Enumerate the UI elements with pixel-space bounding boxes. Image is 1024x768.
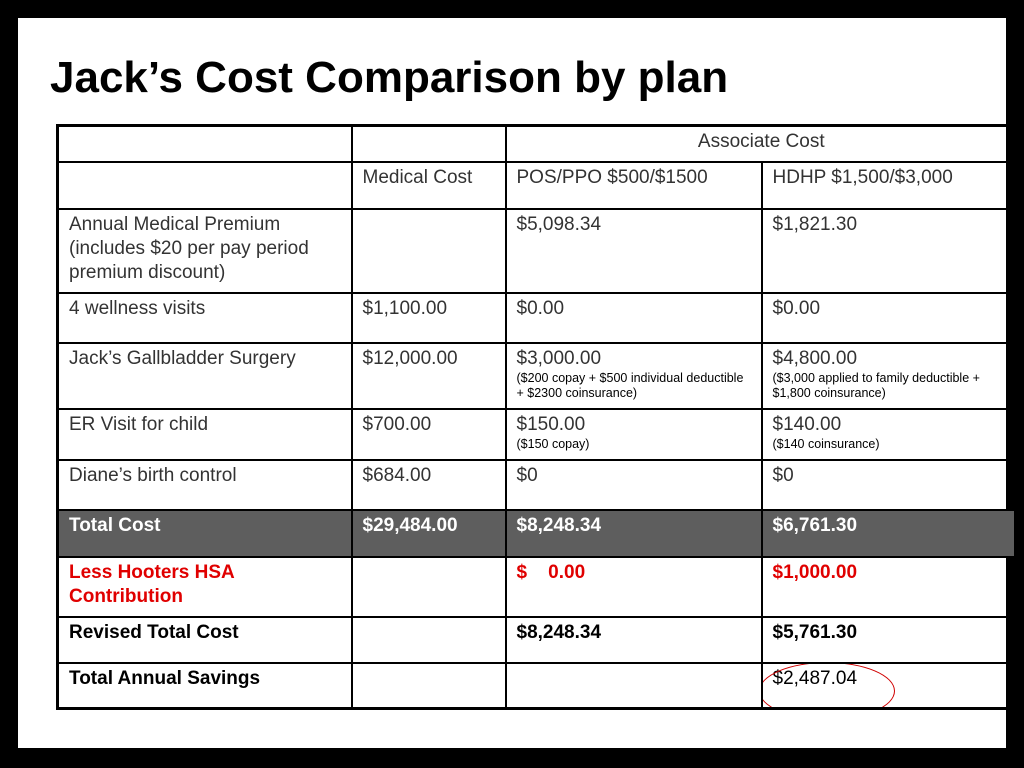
medical-cost-cell: [350, 207, 507, 294]
table-row: Annual Medical Premium (includes $20 per…: [56, 207, 1017, 294]
column-header-hdhp: HDHP $1,500/$3,000: [760, 160, 1017, 210]
pos-cost-note: ($200 copay + $500 individual deductible…: [516, 370, 744, 400]
row-label: Total Cost: [56, 508, 353, 558]
row-label: Diane’s birth control: [56, 458, 353, 511]
row-label: Revised Total Cost: [56, 615, 353, 664]
column-header-medical: Medical Cost: [350, 160, 507, 210]
hdhp-cost-cell: $5,761.30: [760, 615, 1017, 664]
header-empty-cell: [350, 124, 507, 163]
pos-cost-cell: $8,248.34: [504, 508, 763, 558]
column-header-pos-ppo: POS/PPO $500/$1500: [504, 160, 763, 210]
pos-cost-note: ($150 copay): [516, 436, 590, 451]
table-header-row-top: Associate Cost: [56, 124, 1017, 163]
table-row: Jack’s Gallbladder Surgery $12,000.00 $3…: [56, 341, 1017, 410]
hdhp-cost-cell: $0.00: [760, 291, 1017, 344]
hdhp-cost-cell: $2,487.04: [760, 661, 1017, 710]
total-savings-row: Total Annual Savings $2,487.04: [56, 661, 1017, 710]
pos-cost-cell: $5,098.34: [504, 207, 763, 294]
hdhp-cost-note: ($140 coinsurance): [772, 436, 880, 451]
table-header-row: Medical Cost POS/PPO $500/$1500 HDHP $1,…: [56, 160, 1017, 210]
medical-cost-cell: $1,100.00: [350, 291, 507, 344]
table-row: ER Visit for child $700.00 $150.00 ($150…: [56, 407, 1017, 461]
medical-cost-cell: [350, 661, 507, 710]
pos-cost-value: $150.00: [516, 413, 586, 435]
table-row: Diane’s birth control $684.00 $0 $0: [56, 458, 1017, 511]
medical-cost-cell: $700.00: [350, 407, 507, 461]
column-header-label: [56, 160, 353, 210]
row-label: Jack’s Gallbladder Surgery: [56, 341, 353, 410]
hdhp-cost-cell: $6,761.30: [760, 508, 1017, 558]
revised-total-row: Revised Total Cost $8,248.34 $5,761.30: [56, 615, 1017, 664]
medical-cost-cell: $12,000.00: [350, 341, 507, 410]
row-label: Less Hooters HSA Contribution: [56, 555, 353, 618]
medical-cost-cell: $684.00: [350, 458, 507, 511]
row-label: ER Visit for child: [56, 407, 353, 461]
cost-comparison-table: Associate Cost Medical Cost POS/PPO $500…: [56, 124, 1018, 710]
slide: Jack’s Cost Comparison by plan Associate…: [18, 18, 1018, 748]
pos-cost-cell: [504, 661, 763, 710]
hdhp-cost-value: $4,800.00: [772, 347, 858, 369]
pos-cost-cell: $0: [504, 458, 763, 511]
pos-cost-cell: $150.00 ($150 copay): [504, 407, 763, 461]
hdhp-cost-note: ($3,000 applied to family deductible + $…: [772, 370, 980, 400]
page-title: Jack’s Cost Comparison by plan: [50, 53, 729, 102]
pos-cost-cell: $3,000.00 ($200 copay + $500 individual …: [504, 341, 763, 410]
hdhp-cost-cell: $0: [760, 458, 1017, 511]
page-number: 24: [986, 735, 998, 746]
medical-cost-cell: [350, 615, 507, 664]
header-empty-cell: [56, 124, 353, 163]
hdhp-cost-cell: $140.00 ($140 coinsurance): [760, 407, 1017, 461]
medical-cost-cell: [350, 555, 507, 618]
medical-cost-cell: $29,484.00: [350, 508, 507, 558]
total-cost-row: Total Cost $29,484.00 $8,248.34 $6,761.3…: [56, 508, 1017, 558]
hdhp-cost-cell: $1,000.00: [760, 555, 1017, 618]
hdhp-cost-cell: $4,800.00 ($3,000 applied to family dedu…: [760, 341, 1017, 410]
pos-cost-cell: $0.00: [504, 291, 763, 344]
hdhp-cost-value: $140.00: [772, 413, 842, 435]
row-label: Total Annual Savings: [56, 661, 353, 710]
pos-cost-cell: $8,248.34: [504, 615, 763, 664]
table-row: 4 wellness visits $1,100.00 $0.00 $0.00: [56, 291, 1017, 344]
associate-cost-header: Associate Cost: [504, 124, 1017, 163]
hsa-contribution-row: Less Hooters HSA Contribution $ 0.00 $1,…: [56, 555, 1017, 618]
pos-cost-cell: $ 0.00: [504, 555, 763, 618]
row-label: Annual Medical Premium (includes $20 per…: [56, 207, 353, 294]
highlight-oval: [763, 664, 895, 707]
hdhp-cost-cell: $1,821.30: [760, 207, 1017, 294]
pos-cost-value: $3,000.00: [516, 347, 602, 369]
row-label: 4 wellness visits: [56, 291, 353, 344]
